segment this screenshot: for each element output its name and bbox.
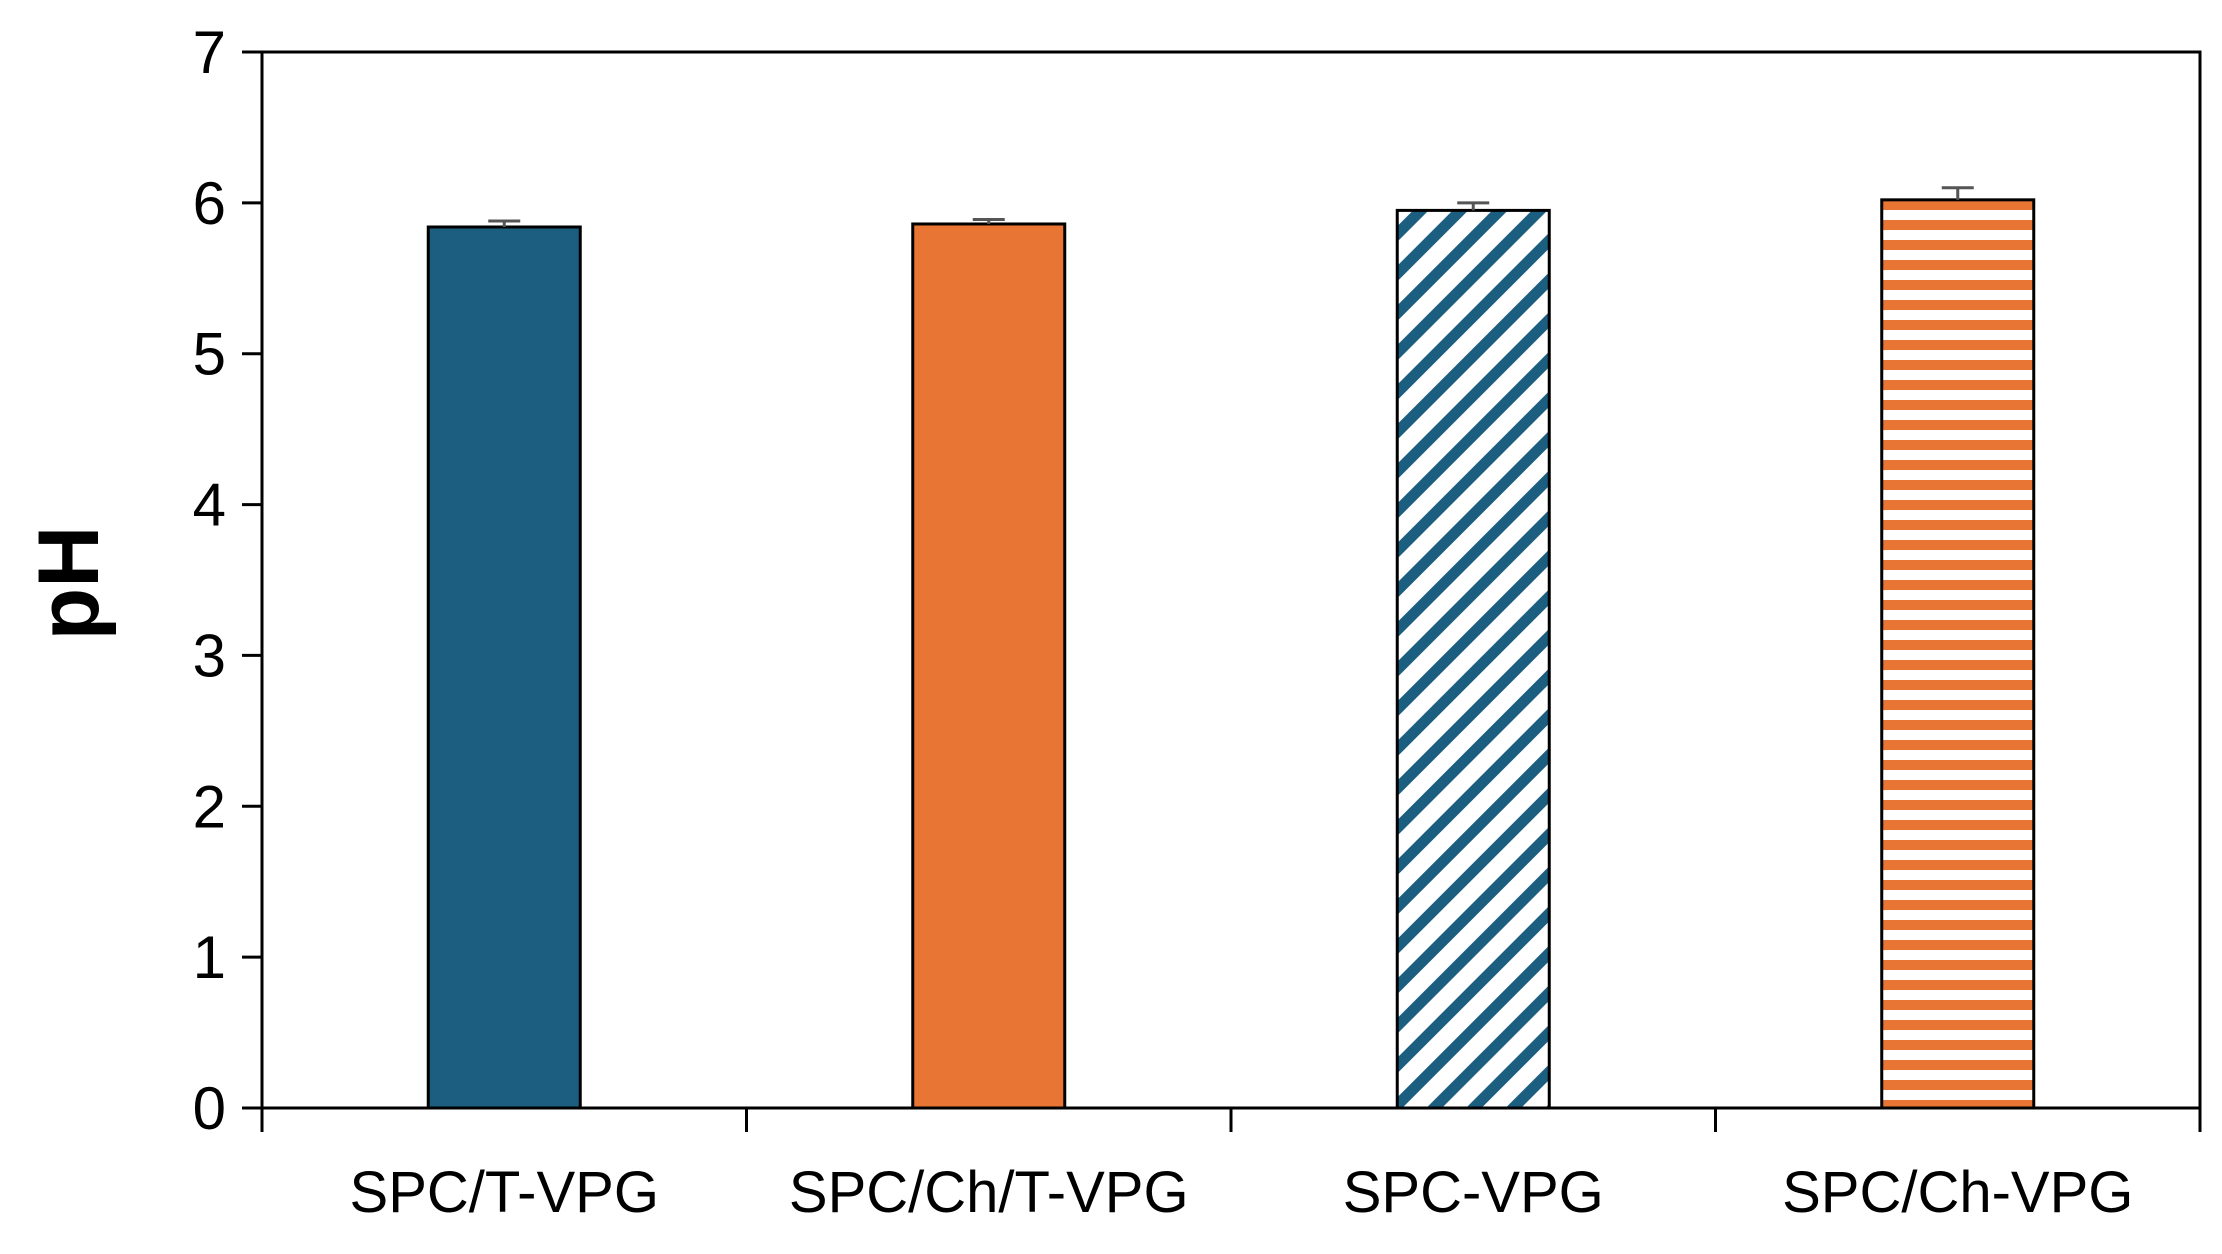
y-tick-label: 0	[193, 1075, 226, 1142]
y-axis-label: pH	[21, 526, 117, 641]
y-tick-label: 6	[193, 170, 226, 237]
bar-2	[911, 222, 1067, 1110]
y-tick-label: 3	[193, 622, 226, 689]
bar-3	[1395, 208, 1551, 1110]
y-tick-label: 1	[193, 924, 226, 991]
bar-1	[426, 225, 582, 1110]
y-tick-label: 5	[193, 321, 226, 388]
x-category-label: SPC/Ch/T-VPG	[789, 1160, 1189, 1225]
y-tick-label: 2	[193, 773, 226, 840]
x-category-label: SPC-VPG	[1343, 1160, 1604, 1225]
bar-4	[1880, 198, 2036, 1110]
x-category-label: SPC/Ch-VPG	[1782, 1160, 2133, 1225]
x-category-label: SPC/T-VPG	[350, 1160, 659, 1225]
y-tick-label: 4	[193, 472, 226, 539]
y-tick-label: 7	[193, 19, 226, 86]
